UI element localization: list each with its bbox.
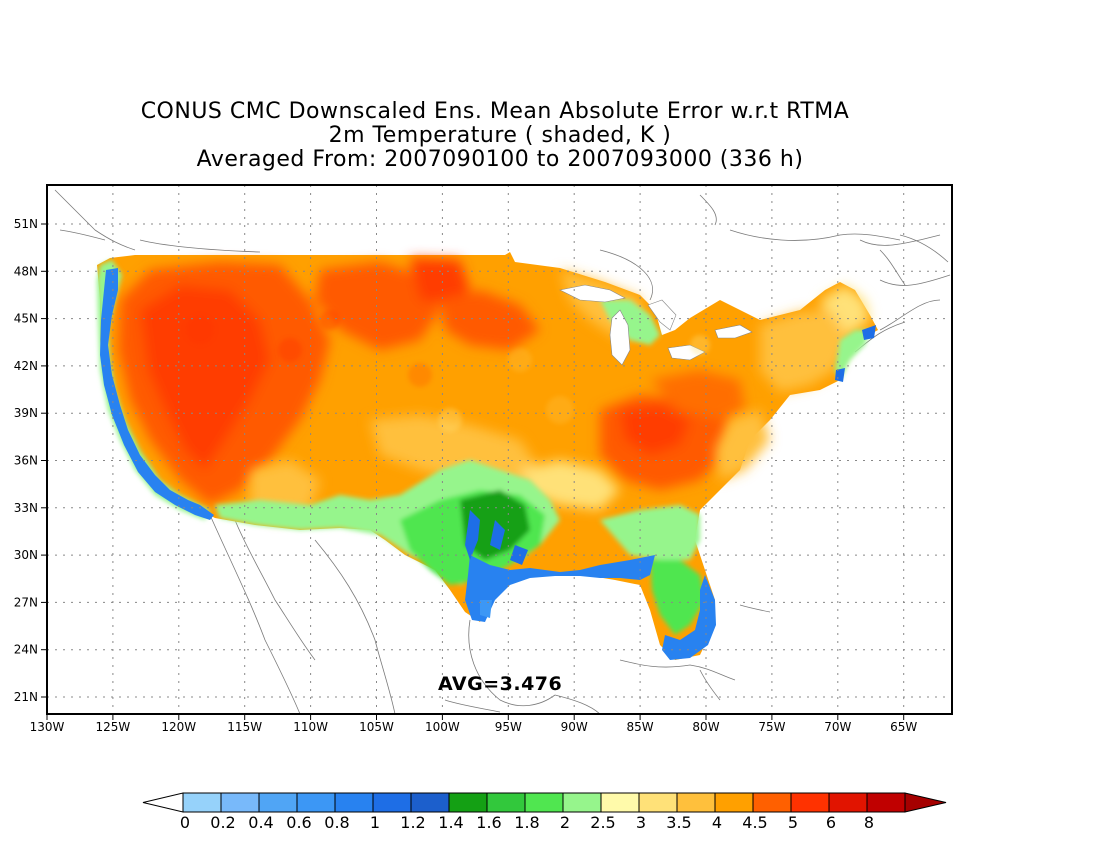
- colorbar-swatch: [562, 792, 602, 813]
- colorbar-tick-label: 2.5: [590, 813, 616, 832]
- colorbar-tick-label: 1.2: [400, 813, 426, 832]
- lon-tick-label: 75W: [758, 720, 785, 734]
- colorbar-swatch: [486, 792, 526, 813]
- longitude-axis: 130W 125W 120W 115W 110W 105W 100W 95W 90W 85W 80W…: [30, 714, 917, 734]
- lat-tick-label: 48N: [14, 264, 38, 278]
- colorbar-swatch: [676, 792, 716, 813]
- colorbar-tick-label: 5: [787, 813, 799, 832]
- colorbar-under-arrow: [142, 792, 184, 813]
- colorbar-tick-label: 0.8: [324, 813, 350, 832]
- colorbar-tick-label: 0.6: [286, 813, 312, 832]
- title-line-2: 2m Temperature ( shaded, K ): [328, 123, 672, 148]
- colorbar-tick-label: 0.2: [210, 813, 236, 832]
- colorbar-tick-label: 0: [179, 813, 191, 832]
- colorbar: [142, 792, 947, 813]
- great-lakes: [559, 284, 753, 366]
- lat-tick-label: 42N: [14, 359, 38, 373]
- coastline-lines: [54, 189, 951, 714]
- lat-tick-label: 24N: [14, 643, 38, 657]
- colorbar-swatch: [334, 792, 374, 813]
- lon-tick-label: 80W: [692, 720, 719, 734]
- colorbar-tick-label: 1.8: [514, 813, 540, 832]
- colorbar-over-arrow: [904, 792, 947, 813]
- colorbar-tick-label: 3.5: [666, 813, 692, 832]
- colorbar-swatch: [714, 792, 754, 813]
- lon-tick-label: 120W: [161, 720, 196, 734]
- high-error-regions: [118, 258, 745, 505]
- colorbar-swatch: [866, 792, 906, 813]
- colorbar-tick-label: 3: [635, 813, 647, 832]
- lat-tick-label: 51N: [14, 217, 38, 231]
- colorbar-tick-label: 1.4: [438, 813, 464, 832]
- colorbar-swatch: [448, 792, 488, 813]
- shading-texture: [186, 310, 710, 432]
- lon-tick-label: 70W: [824, 720, 851, 734]
- title-line-1: CONUS CMC Downscaled Ens. Mean Absolute …: [140, 99, 850, 124]
- colorbar-tick-label: 1: [369, 813, 381, 832]
- colorbar-swatch: [258, 792, 298, 813]
- lat-tick-label: 45N: [14, 312, 38, 326]
- lon-tick-label: 130W: [30, 720, 65, 734]
- colorbar-tick-label: 6: [825, 813, 837, 832]
- average-value-label: AVG=3.476: [438, 673, 563, 695]
- lon-tick-label: 125W: [96, 720, 131, 734]
- lowest-error-blue-regions: [100, 268, 876, 660]
- colorbar-tick-label: 4.5: [742, 813, 768, 832]
- colorbar-swatch: [752, 792, 792, 813]
- colorbar-swatch: [828, 792, 868, 813]
- lon-tick-label: 95W: [495, 720, 522, 734]
- map-layers: [47, 185, 952, 714]
- plot-frame: [46, 184, 953, 715]
- lat-tick-label: 33N: [14, 501, 38, 515]
- lon-tick-label: 115W: [227, 720, 262, 734]
- title-line-3: Averaged From: 2007090100 to 2007093000 …: [196, 147, 804, 172]
- colorbar-swatch: [220, 792, 260, 813]
- colorbar-swatch: [638, 792, 678, 813]
- map-title: CONUS CMC Downscaled Ens. Mean Absolute …: [0, 100, 1000, 172]
- colorbar-tick-label: 8: [863, 813, 875, 832]
- lat-tick-label: 27N: [14, 595, 38, 609]
- latitude-axis: 51N 48N 45N 42N 39N 36N 33N 30N 27N 24N 21N: [14, 217, 47, 704]
- lon-tick-label: 65W: [890, 720, 917, 734]
- colorbar-tick-label: 1.6: [476, 813, 502, 832]
- colorbar-tick-label: 4: [711, 813, 723, 832]
- colorbar-tick-label: 0.4: [248, 813, 274, 832]
- colorbar-swatch: [296, 792, 336, 813]
- gridlines: [47, 185, 952, 714]
- lat-tick-label: 39N: [14, 406, 38, 420]
- lat-tick-label: 21N: [14, 690, 38, 704]
- lat-tick-label: 30N: [14, 548, 38, 562]
- lat-tick-label: 36N: [14, 454, 38, 468]
- lon-tick-label: 85W: [627, 720, 654, 734]
- colorbar-swatch: [182, 792, 222, 813]
- lon-tick-label: 110W: [293, 720, 328, 734]
- colorbar-swatch: [410, 792, 450, 813]
- colorbar-swatch: [524, 792, 564, 813]
- colorbar-tick-label: 2: [559, 813, 571, 832]
- colorbar-swatch: [790, 792, 830, 813]
- colorbar-swatch: [600, 792, 640, 813]
- lon-tick-label: 100W: [425, 720, 460, 734]
- colorbar-swatch: [372, 792, 412, 813]
- lon-tick-label: 90W: [561, 720, 588, 734]
- lon-tick-label: 105W: [359, 720, 394, 734]
